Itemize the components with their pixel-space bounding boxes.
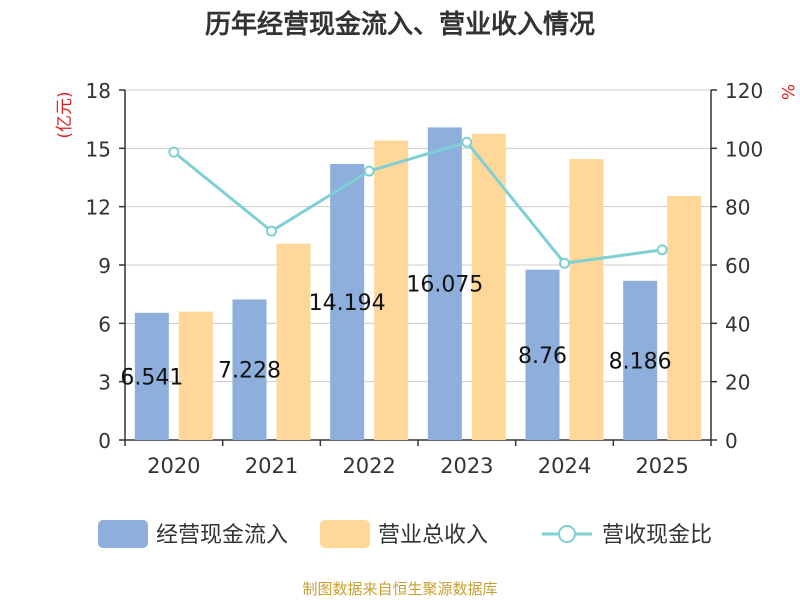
bar-cash-inflow: [134, 312, 169, 440]
y-left-tick-label: 18: [86, 79, 111, 103]
bar-cash-inflow: [427, 127, 462, 441]
x-tick-label: 2022: [342, 454, 395, 478]
chart-title: 历年经营现金流入、营业收入情况: [204, 10, 595, 40]
line-point: [168, 146, 180, 158]
bar-cash-inflow: [330, 164, 365, 440]
legend-swatch-marker: [558, 525, 576, 543]
bar-revenue: [276, 243, 311, 440]
y-right-axis-label: %: [777, 84, 797, 100]
line-cash-ratio: [172, 140, 663, 265]
data-label: 8.186: [609, 349, 672, 374]
y-right-tick-label: 80: [725, 196, 750, 220]
legend-label: 营业总收入: [378, 523, 488, 548]
y-right-tick-label: 0: [725, 429, 738, 453]
legend-label: 经营现金流入: [156, 523, 288, 548]
line-point: [363, 165, 375, 177]
data-label: 16.075: [406, 273, 483, 298]
y-left-tick-label: 6: [98, 312, 111, 336]
x-tick-label: 2023: [440, 454, 493, 478]
footer-source: 制图数据来自恒生聚源数据库: [302, 580, 498, 598]
bar-revenue: [374, 140, 409, 441]
bar-revenue: [569, 159, 604, 440]
y-right-tick-label: 20: [725, 371, 750, 395]
x-tick-label: 2020: [147, 454, 200, 478]
y-left-tick-label: 12: [86, 196, 111, 220]
y-left-tick-label: 3: [98, 371, 111, 395]
data-label: 8.76: [518, 344, 567, 369]
y-left-axis-label: (亿元): [55, 91, 75, 138]
bar-cash-inflow: [232, 299, 267, 440]
bar-revenue: [667, 195, 702, 440]
line-point: [559, 257, 570, 269]
y-left-tick-label: 9: [98, 254, 111, 278]
y-right-tick-label: 60: [725, 254, 750, 278]
x-tick-label: 2021: [245, 454, 298, 478]
data-label: 7.228: [218, 359, 281, 384]
line-point: [461, 136, 473, 148]
bar-cash-inflow: [623, 280, 658, 440]
x-tick-label: 2025: [635, 454, 688, 478]
legend-label: 营收现金比: [602, 523, 712, 548]
y-right-tick-label: 100: [725, 137, 763, 161]
legend-swatch: [98, 520, 148, 548]
data-label: 14.194: [309, 291, 386, 316]
y-right-tick-label: 40: [725, 312, 750, 336]
line-point: [266, 225, 277, 237]
bar-cash-inflow: [525, 269, 560, 440]
y-left-tick-label: 0: [98, 429, 111, 453]
legend-swatch: [320, 520, 370, 548]
y-left-tick-label: 15: [86, 137, 111, 161]
line-point: [656, 244, 668, 256]
bar-revenue: [178, 311, 213, 440]
x-tick-label: 2024: [538, 454, 591, 478]
data-label: 6.541: [120, 365, 183, 390]
y-right-tick-label: 120: [725, 79, 763, 103]
